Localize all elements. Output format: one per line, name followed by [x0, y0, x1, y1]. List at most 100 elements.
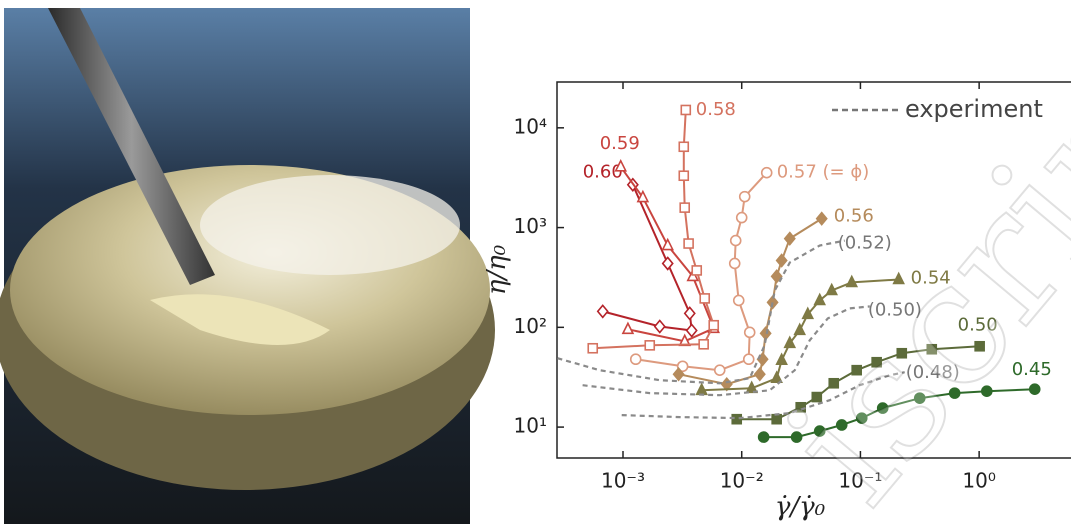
point	[672, 366, 685, 382]
point	[770, 269, 783, 284]
y-tick-label: 10¹	[514, 414, 547, 438]
y-tick-label: 10⁴	[514, 114, 547, 138]
point	[661, 256, 674, 271]
series-label: 0.58	[696, 99, 736, 120]
series-label: (0.48)	[906, 362, 960, 383]
point	[871, 356, 882, 368]
series-line	[678, 217, 823, 386]
point	[698, 339, 709, 350]
point	[775, 253, 788, 268]
point	[828, 377, 840, 389]
point	[678, 170, 690, 182]
point	[757, 431, 770, 443]
series-label: 0.57 (= ϕ)	[777, 162, 870, 183]
photo	[0, 8, 495, 524]
series-label: 0.45	[1012, 359, 1052, 380]
point	[678, 141, 690, 153]
point	[596, 304, 609, 319]
point	[685, 323, 698, 338]
point	[614, 158, 628, 172]
point	[743, 326, 756, 339]
plot-frame	[556, 81, 1071, 459]
series-line	[619, 166, 715, 343]
point	[811, 391, 823, 403]
point	[876, 402, 889, 414]
point	[653, 319, 666, 334]
point	[683, 238, 694, 249]
series-label: (0.52)	[838, 233, 892, 254]
series-label: 0.56	[834, 206, 874, 227]
point	[738, 190, 751, 203]
point	[691, 265, 703, 276]
x-tick-label: 10⁻¹	[838, 469, 882, 493]
legend-label: experiment	[905, 95, 1043, 123]
dashed-line	[621, 371, 905, 420]
point	[1028, 383, 1041, 395]
point	[679, 202, 691, 213]
point	[896, 347, 908, 359]
point	[783, 231, 796, 246]
series-label: 0.59	[600, 133, 640, 154]
point	[913, 392, 926, 404]
series-label: 0.60	[583, 162, 623, 183]
point	[729, 234, 742, 247]
point	[813, 292, 827, 306]
point	[745, 380, 759, 394]
point	[760, 166, 773, 179]
highlight	[200, 175, 460, 275]
x-tick-label: 10⁻³	[601, 469, 645, 493]
point	[636, 189, 650, 203]
point	[892, 271, 905, 285]
spoon-handle	[48, 8, 215, 285]
x-tick-label: 10⁰	[962, 469, 995, 493]
point	[676, 360, 689, 373]
point	[926, 343, 938, 355]
point	[683, 306, 696, 321]
point	[793, 322, 807, 336]
point	[742, 353, 755, 366]
point	[680, 104, 692, 116]
series-line	[736, 345, 980, 421]
plot-area: 10⁻³ 10⁻² 10⁻¹ 10⁰ 10¹ 10² 10³ 10⁴ 0.60 0.59 0.58 0…	[514, 81, 1071, 493]
point	[974, 340, 985, 352]
point	[835, 419, 848, 431]
point	[699, 293, 711, 304]
point	[759, 326, 772, 341]
point	[775, 352, 788, 366]
point	[713, 364, 726, 376]
series-label: (0.50)	[868, 299, 922, 320]
point	[855, 412, 868, 424]
point	[980, 385, 993, 397]
point	[801, 306, 815, 320]
point	[728, 257, 741, 270]
point	[629, 353, 642, 366]
point	[661, 237, 674, 251]
point	[851, 364, 862, 376]
point	[753, 366, 766, 382]
cream-clump	[150, 294, 330, 345]
point	[731, 413, 743, 425]
point	[708, 319, 720, 331]
y-tick-label: 10²	[514, 314, 547, 338]
point	[766, 295, 779, 310]
point	[815, 211, 828, 226]
series-label: 0.50	[958, 314, 998, 335]
point	[845, 274, 859, 288]
y-tick-label: 10³	[514, 214, 547, 238]
point	[621, 321, 635, 335]
point	[813, 425, 826, 437]
point	[783, 335, 797, 349]
series-label: 0.54	[911, 267, 951, 288]
point	[587, 342, 599, 354]
point	[948, 387, 961, 399]
point	[644, 340, 656, 351]
y-axis-label: η/η₀	[482, 244, 512, 295]
x-axis-label: γ̇/γ̇₀	[775, 492, 826, 522]
series-line	[763, 388, 1035, 439]
point	[790, 431, 803, 443]
x-tick-label: 10⁻²	[720, 469, 764, 493]
dashed-line	[582, 305, 870, 397]
dashed-line	[557, 239, 845, 385]
point	[735, 211, 748, 224]
